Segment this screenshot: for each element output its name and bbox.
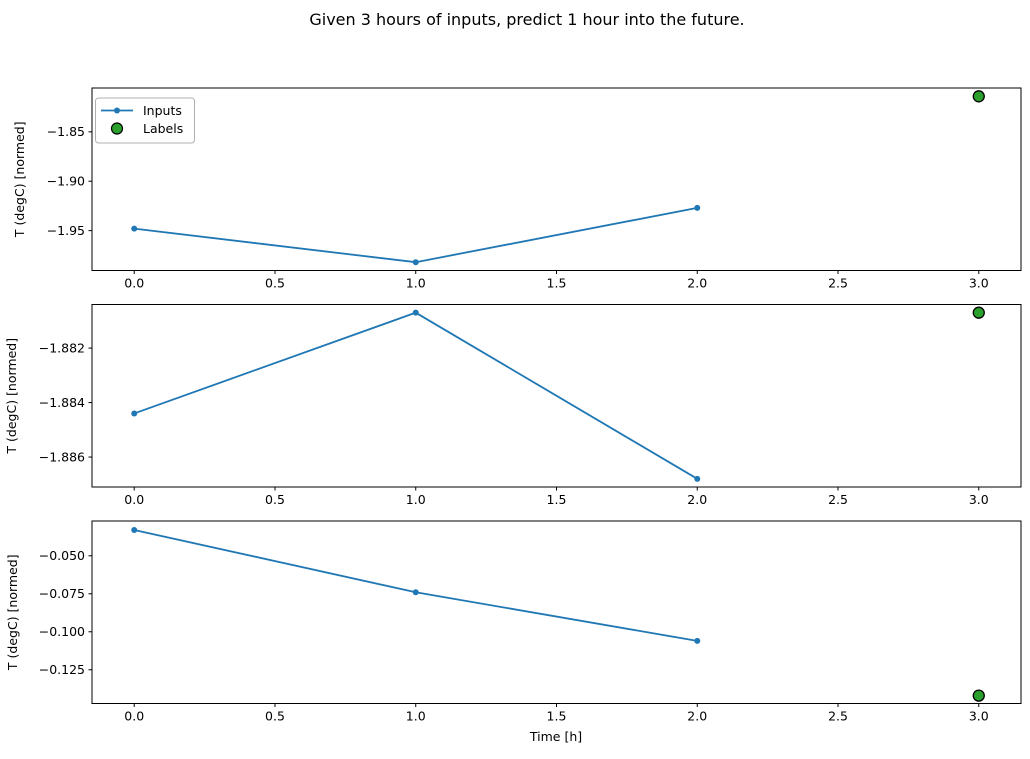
x-tick-label: 1.0 (406, 709, 426, 724)
y-tick-label: −0.100 (39, 624, 85, 639)
x-tick-label: 0.0 (124, 276, 144, 291)
y-tick-label: −0.075 (39, 586, 85, 601)
y-tick-label: −0.125 (39, 662, 85, 677)
legend-labels-label: Labels (143, 121, 183, 136)
y-tick-label: −0.050 (39, 548, 85, 563)
x-tick-label: 3.0 (969, 709, 989, 724)
inputs-marker (412, 259, 419, 266)
axes-frame (91, 87, 1022, 271)
x-tick-label: 2.0 (687, 276, 707, 291)
inputs-marker (131, 526, 138, 533)
y-tick-label: −1.95 (47, 223, 85, 238)
x-tick-label: 1.5 (547, 492, 567, 507)
inputs-marker (412, 309, 419, 316)
x-tick-label: 2.5 (828, 709, 848, 724)
labels-point (972, 90, 985, 103)
y-tick-label: −1.90 (47, 174, 85, 189)
y-tick-label: −1.886 (39, 449, 85, 464)
inputs-line (133, 311, 698, 480)
subplots-group: 0.0 0.5 1.0 1.5 2.0 2.5 3.0 −1.95 −1.90 −1.85 T (d… (4, 87, 1022, 724)
x-axis-label: Time [h] (529, 729, 582, 744)
labels-point (972, 306, 985, 319)
subplot-3: 0.0 0.5 1.0 1.5 2.0 2.5 3.0 −0.125 −0.100 −0.075 −… (5, 520, 1022, 724)
y-axis-label: T (degC) [normed] (5, 554, 20, 671)
x-tick-label: 0.5 (265, 492, 285, 507)
inputs-marker (412, 589, 419, 596)
inputs-line (134, 529, 698, 642)
x-tick-label: 0.5 (265, 709, 285, 724)
y-tick-label: −1.884 (39, 395, 85, 410)
subplot-2: 0.0 0.5 1.0 1.5 2.0 2.5 3.0 −1.886 −1.884 −1.882 T… (4, 304, 1022, 507)
inputs-marker (694, 475, 701, 482)
x-tick-label: 2.5 (828, 492, 848, 507)
legend-inputs-label: Inputs (143, 103, 182, 118)
x-tick-label: 1.0 (406, 492, 426, 507)
inputs-line (134, 207, 698, 264)
x-tick-label: 0.0 (124, 492, 144, 507)
x-tick-label: 0.0 (124, 709, 144, 724)
inputs-marker (131, 225, 138, 232)
subplot-1: 0.0 0.5 1.0 1.5 2.0 2.5 3.0 −1.95 −1.90 −1.85 T (d… (12, 87, 1022, 291)
x-tick-label: 2.0 (687, 709, 707, 724)
inputs-marker (694, 637, 701, 644)
legend-inputs-marker-icon (114, 107, 120, 114)
x-tick-label: 2.5 (828, 276, 848, 291)
y-tick-label: −1.882 (39, 340, 85, 355)
figure-title: Given 3 hours of inputs, predict 1 hour … (309, 10, 744, 29)
y-axis-label: T (degC) [normed] (4, 338, 19, 455)
legend: Inputs Labels (95, 97, 195, 144)
y-axis-label: T (degC) [normed] (12, 121, 27, 238)
axes-frame (91, 520, 1022, 704)
x-tick-label: 1.0 (406, 276, 426, 291)
inputs-marker (694, 204, 701, 211)
labels-point (972, 689, 985, 702)
x-tick-label: 0.5 (265, 276, 285, 291)
x-tick-label: 1.5 (547, 276, 567, 291)
legend-labels-marker-icon (110, 122, 124, 135)
x-tick-label: 3.0 (969, 492, 989, 507)
inputs-marker (131, 410, 138, 417)
x-tick-label: 2.0 (687, 492, 707, 507)
y-tick-label: −1.85 (47, 124, 85, 139)
x-tick-label: 1.5 (547, 709, 567, 724)
x-tick-label: 3.0 (969, 276, 989, 291)
